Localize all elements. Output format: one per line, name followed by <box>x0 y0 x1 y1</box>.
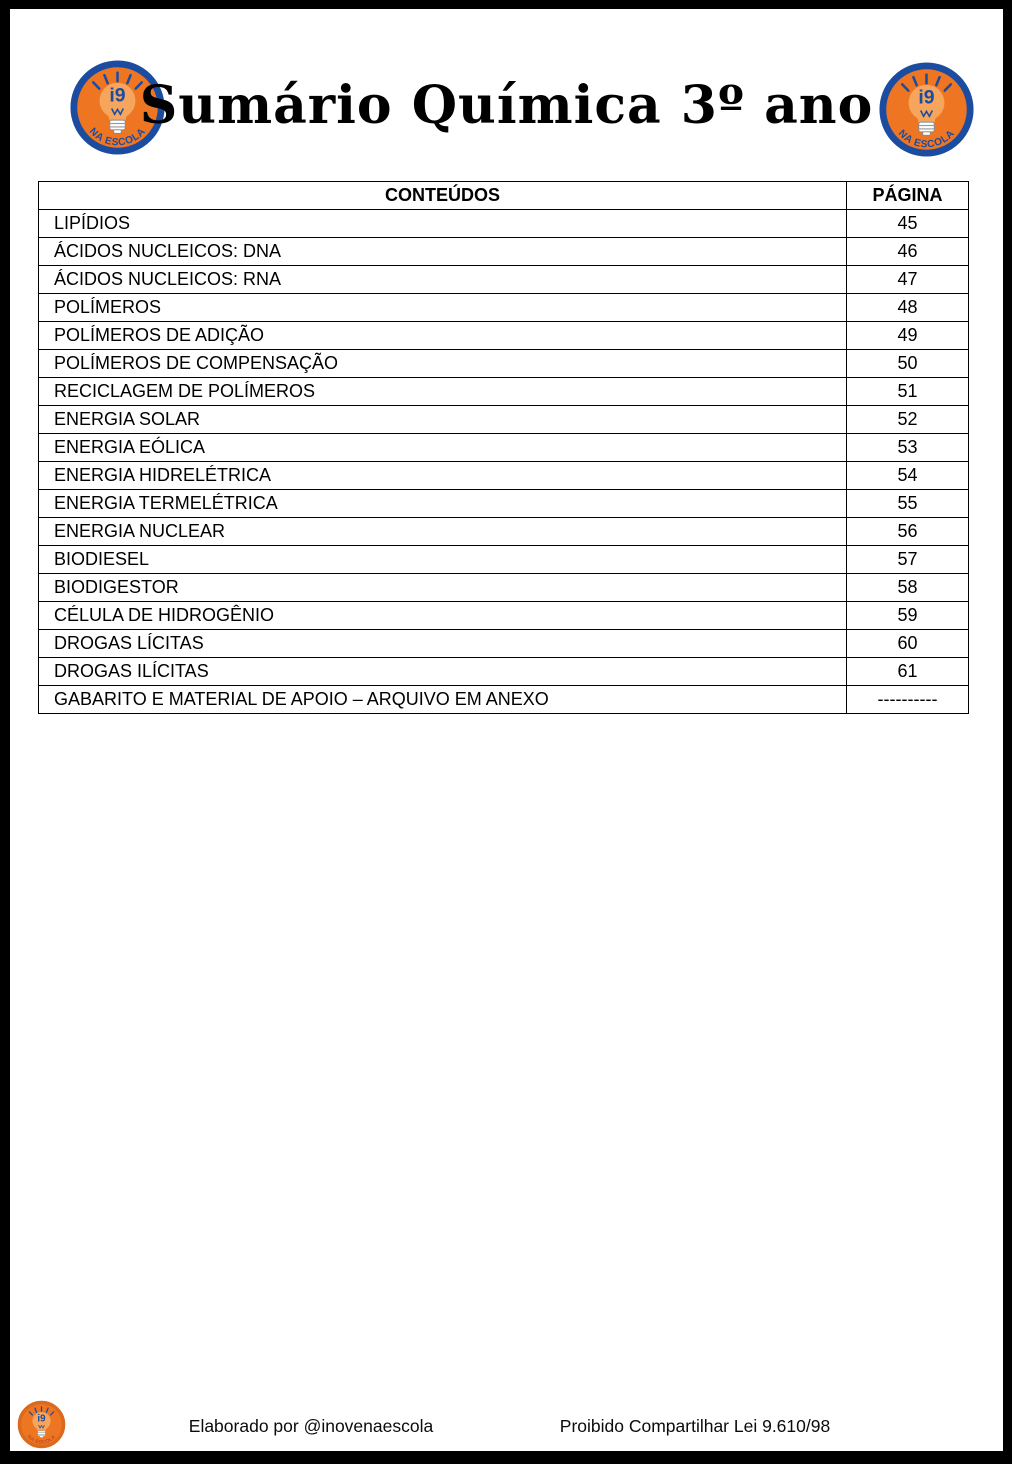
content-cell: ENERGIA TERMELÉTRICA <box>38 489 847 518</box>
table-row: DROGAS LÍCITAS 60 <box>38 629 969 658</box>
light-rays-icon <box>91 71 144 90</box>
content-cell: DROGAS ILÍCITAS <box>38 657 847 686</box>
content-cell: GABARITO E MATERIAL DE APOIO – ARQUIVO E… <box>38 685 847 714</box>
table-row: POLÍMEROS 48 <box>38 293 969 322</box>
logo-monogram: i9 <box>109 85 125 107</box>
page-number-cell: 48 <box>846 293 969 322</box>
filament-icon <box>919 109 934 118</box>
page-number-cell: 52 <box>846 405 969 434</box>
page-number-cell: 47 <box>846 265 969 294</box>
table-row: BIODIGESTOR 58 <box>38 573 969 602</box>
page-number-cell: 61 <box>846 657 969 686</box>
i9-escola-logo-small: i9 NA ESCOLA <box>17 1400 66 1449</box>
page-number-cell: 53 <box>846 433 969 462</box>
table-row: ENERGIA EÓLICA 53 <box>38 433 969 462</box>
table-header-row: CONTEÚDOS PÁGINA <box>38 181 969 210</box>
table-row: ÁCIDOS NUCLEICOS: DNA 46 <box>38 237 969 266</box>
page-number-cell: 60 <box>846 629 969 658</box>
page-number-cell: 46 <box>846 237 969 266</box>
page-number-cell: 55 <box>846 489 969 518</box>
table-row: ENERGIA SOLAR 52 <box>38 405 969 434</box>
content-cell: BIODIGESTOR <box>38 573 847 602</box>
table-row: LIPÍDIOS 45 <box>38 209 969 238</box>
header-contents: CONTEÚDOS <box>38 181 847 210</box>
page-number-cell: ---------- <box>846 685 969 714</box>
page-number-cell: 59 <box>846 601 969 630</box>
table-row: ENERGIA HIDRELÉTRICA 54 <box>38 461 969 490</box>
filament-icon <box>110 107 125 116</box>
footer-credit: Elaborado por @inovenaescola <box>188 1416 434 1436</box>
table-row: BIODIESEL 57 <box>38 545 969 574</box>
content-cell: ÁCIDOS NUCLEICOS: RNA <box>38 265 847 294</box>
content-cell: ENERGIA NUCLEAR <box>38 517 847 546</box>
page-number-cell: 50 <box>846 349 969 378</box>
lightbulb-icon <box>32 1412 51 1438</box>
page-number-cell: 57 <box>846 545 969 574</box>
table-row: DROGAS ILÍCITAS 61 <box>38 657 969 686</box>
page-number-cell: 58 <box>846 573 969 602</box>
content-cell: ENERGIA SOLAR <box>38 405 847 434</box>
lightbulb-icon <box>99 82 136 134</box>
logo-monogram: i9 <box>918 87 934 109</box>
table-row: ENERGIA TERMELÉTRICA 55 <box>38 489 969 518</box>
table-row: ÁCIDOS NUCLEICOS: RNA 47 <box>38 265 969 294</box>
page-number-cell: 56 <box>846 517 969 546</box>
footer-copyright: Proibido Compartilhar Lei 9.610/98 <box>559 1416 831 1436</box>
logo-arc-text: NA ESCOLA <box>26 1434 58 1446</box>
table-row: ENERGIA NUCLEAR 56 <box>38 517 969 546</box>
i9-escola-logo: i9 NA ESCOLA <box>70 60 165 155</box>
i9-escola-logo: i9 NA ESCOLA <box>879 62 974 157</box>
content-cell: RECICLAGEM DE POLÍMEROS <box>38 377 847 406</box>
content-cell: CÉLULA DE HIDROGÊNIO <box>38 601 847 630</box>
table-row: POLÍMEROS DE ADIÇÃO 49 <box>38 321 969 350</box>
page-number-cell: 45 <box>846 209 969 238</box>
page-number-cell: 54 <box>846 461 969 490</box>
page-number-cell: 49 <box>846 321 969 350</box>
content-cell: ÁCIDOS NUCLEICOS: DNA <box>38 237 847 266</box>
contents-table-body: LIPÍDIOS 45 ÁCIDOS NUCLEICOS: DNA 46 ÁCIDOS … <box>38 209 969 714</box>
content-cell: ENERGIA HIDRELÉTRICA <box>38 461 847 490</box>
content-cell: POLÍMEROS DE ADIÇÃO <box>38 321 847 350</box>
table-row: POLÍMEROS DE COMPENSAÇÃO 50 <box>38 349 969 378</box>
filament-icon <box>38 1424 45 1429</box>
light-rays-icon <box>900 73 953 92</box>
table-row: RECICLAGEM DE POLÍMEROS 51 <box>38 377 969 406</box>
page-number-cell: 51 <box>846 377 969 406</box>
page-title: Sumário Química 3º ano <box>139 75 874 136</box>
table-row: GABARITO E MATERIAL DE APOIO – ARQUIVO E… <box>38 685 969 714</box>
content-cell: DROGAS LÍCITAS <box>38 629 847 658</box>
header-page: PÁGINA <box>846 181 969 210</box>
light-rays-icon <box>28 1406 55 1416</box>
logo-monogram: i9 <box>37 1414 46 1425</box>
content-cell: POLÍMEROS DE COMPENSAÇÃO <box>38 349 847 378</box>
table-row: CÉLULA DE HIDROGÊNIO 59 <box>38 601 969 630</box>
contents-table: CONTEÚDOS PÁGINA LIPÍDIOS 45 ÁCIDOS NUCLEI… <box>38 181 969 714</box>
content-cell: POLÍMEROS <box>38 293 847 322</box>
content-cell: ENERGIA EÓLICA <box>38 433 847 462</box>
lightbulb-icon <box>908 84 945 136</box>
content-cell: BIODIESEL <box>38 545 847 574</box>
content-cell: LIPÍDIOS <box>38 209 847 238</box>
